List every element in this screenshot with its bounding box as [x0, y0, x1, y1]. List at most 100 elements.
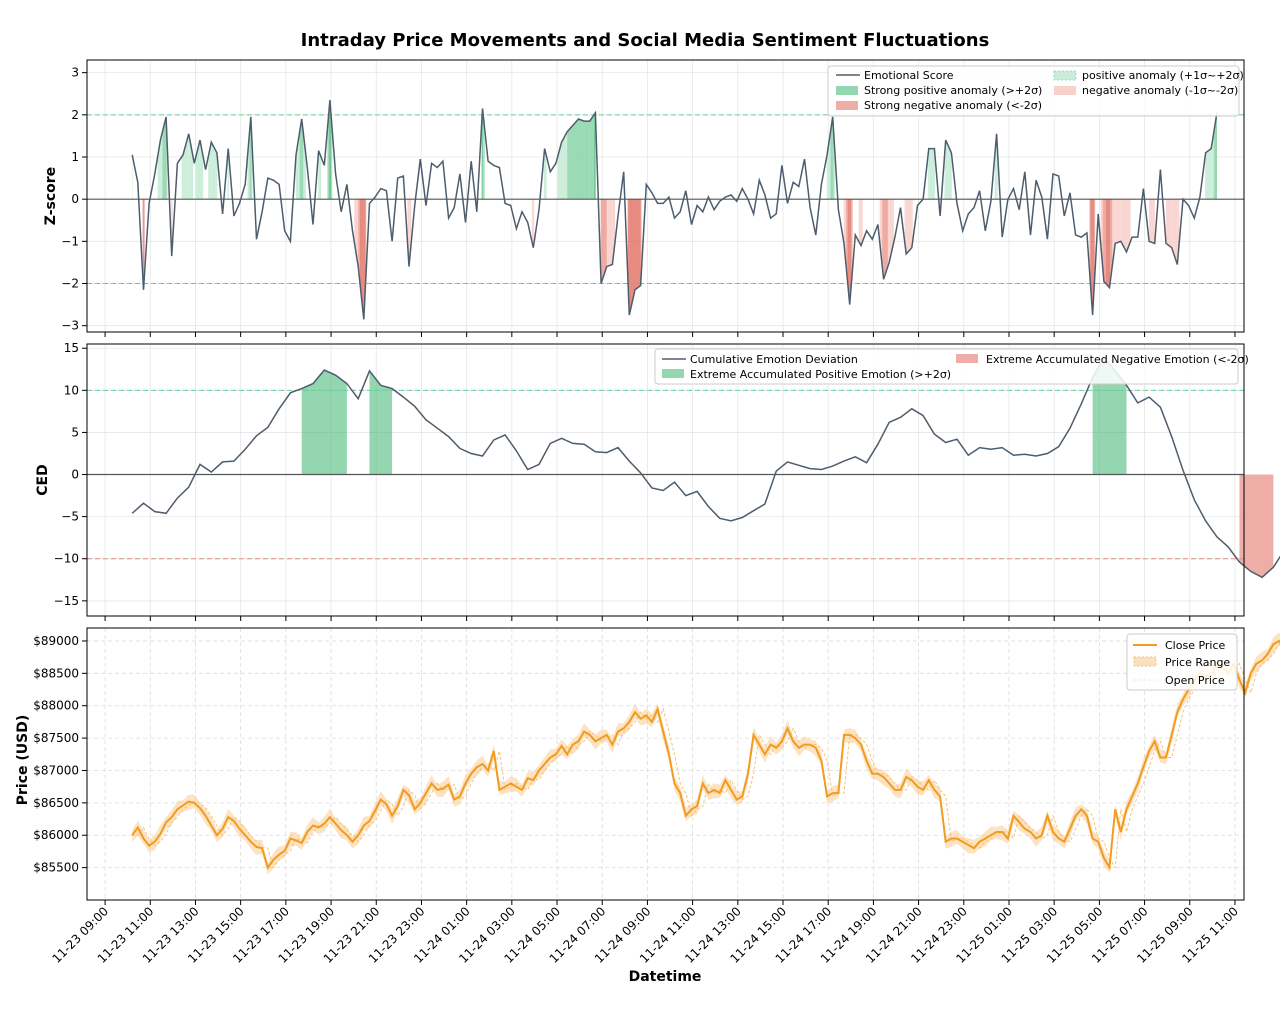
ced-reference-lines	[87, 389, 1244, 560]
strong-negative-anomaly-fill	[1109, 199, 1111, 288]
positive-anomaly-fill	[188, 133, 194, 200]
strong-negative-anomaly-fill	[847, 199, 850, 305]
price-ytick-label: $88500	[33, 666, 79, 680]
strong-positive-region-fill	[584, 121, 590, 200]
strong-positive-anomaly-fill	[329, 100, 332, 200]
negative-anomaly-fill	[1103, 199, 1106, 284]
positive-anomaly-fill	[544, 148, 547, 200]
price-gridlines	[87, 628, 1244, 900]
zscore-y-ticks: −3 −2 −1 0 1 2 3	[61, 66, 87, 333]
positive-anomaly-fill	[1205, 148, 1212, 200]
negative-anomaly-fill	[883, 199, 890, 280]
strong-positive-region-fill	[589, 112, 596, 200]
legend-label-close-price: Close Price	[1165, 639, 1226, 652]
legend-label-ced: Cumulative Emotion Deviation	[690, 353, 858, 366]
ced-line	[131, 356, 1280, 579]
legend-swatch-extreme-negative	[956, 354, 978, 363]
negative-anomaly-fill	[889, 199, 894, 263]
strong-positive-region-fill	[578, 119, 585, 200]
ced-ytick-label: 0	[71, 468, 79, 482]
strong-negative-region-fill	[629, 199, 635, 316]
legend-label-strong-positive: Strong positive anomaly (>+2σ)	[864, 84, 1042, 97]
zscore-x-tickmarks	[104, 332, 1236, 337]
strong-positive-region-fill	[301, 119, 304, 200]
price-legend: Close Price Price Range Open Price	[1126, 633, 1238, 691]
strong-positive-region-fill	[567, 125, 573, 200]
zscore-ytick-label: 3	[71, 66, 79, 80]
strong-negative-region-fill	[363, 199, 367, 320]
price-legend-box	[1126, 633, 1238, 691]
strong-negative-region-fill	[1102, 199, 1104, 282]
legend-label-positive-anomaly: positive anomaly (+1σ~+2σ)	[1082, 69, 1244, 82]
negative-anomaly-fill	[612, 199, 616, 265]
ced-x-tickmarks	[104, 616, 1236, 621]
zscore-ytick-label: −1	[61, 234, 79, 248]
ced-ytick-label: 5	[71, 425, 79, 439]
positive-anomaly-fill	[572, 119, 579, 200]
price-axes-frame	[86, 627, 1245, 901]
negative-anomaly-fill	[1171, 199, 1178, 265]
legend-swatch-positive-anomaly	[1053, 70, 1077, 81]
negative-anomaly-fill	[1149, 199, 1155, 244]
ced-extreme-fills	[301, 357, 1274, 578]
zscore-y-axis-label: Z-score	[43, 167, 59, 225]
negative-anomaly-fill	[1126, 199, 1131, 252]
ced-ytick-label: −15	[54, 594, 79, 608]
positive-anomaly-fill	[557, 142, 562, 200]
zscore-anomaly-fills	[132, 100, 1217, 320]
zscore-ytick-label: 1	[71, 150, 79, 164]
legend-swatch-strong-negative	[836, 101, 858, 110]
legend-swatch-negative-anomaly	[1054, 86, 1076, 95]
positive-anomaly-fill	[578, 119, 585, 200]
strong-negative-region-fill	[358, 199, 364, 320]
legend-swatch-extreme-positive	[662, 369, 684, 378]
ced-panel: −15 −10 −5 0 5 10 15 CED Cumulative Emotion De…	[35, 341, 1280, 621]
negative-anomaly-fill	[601, 199, 607, 284]
price-y-axis-label: Price (USD)	[15, 715, 31, 806]
strong-positive-region-fill	[572, 119, 579, 200]
negative-anomaly-fill	[409, 199, 412, 267]
positive-anomaly-fill	[211, 142, 217, 200]
negative-anomaly-fill	[358, 199, 360, 284]
price-ytick-label: $86500	[33, 796, 79, 810]
strong-negative-anomaly-fill	[634, 199, 641, 290]
legend-label-extreme-negative: Extreme Accumulated Negative Emotion (<-…	[986, 353, 1249, 366]
strong-negative-anomaly-fill	[629, 199, 635, 316]
ced-ytick-label: 10	[64, 383, 79, 397]
strong-positive-region-fill	[162, 116, 167, 200]
price-ytick-label: $86000	[33, 828, 79, 842]
ced-y-axis-label: CED	[35, 464, 51, 495]
zscore-legend: Emotional Score Strong positive anomaly …	[827, 65, 1244, 117]
negative-anomaly-fill	[1177, 199, 1180, 265]
negative-anomaly-fill	[858, 199, 861, 246]
strong-negative-region-fill	[601, 199, 607, 284]
strong-negative-region-fill	[1089, 199, 1093, 316]
positive-anomaly-fill	[584, 121, 590, 200]
strong-negative-region-fill	[846, 199, 850, 305]
strong-positive-anomaly-fill	[328, 100, 330, 200]
strong-negative-region-fill	[849, 199, 853, 305]
extreme-negative-emotion-fill	[1239, 474, 1274, 578]
positive-anomaly-fill	[296, 119, 302, 200]
strong-negative-anomaly-fill	[1105, 199, 1110, 288]
negative-anomaly-fill	[879, 199, 884, 280]
ced-legend-box	[654, 348, 1239, 385]
negative-anomaly-fill	[606, 199, 613, 267]
negative-anomaly-fill	[906, 199, 912, 254]
close-price-line	[131, 639, 1280, 871]
strong-positive-anomaly-fill	[482, 108, 484, 200]
negative-anomaly-fill	[354, 199, 359, 267]
x-axis-label: Datetime	[629, 969, 702, 985]
strong-negative-region-fill	[883, 199, 888, 280]
extreme-positive-emotion-fill	[1092, 357, 1127, 475]
ced-ytick-label: −5	[61, 510, 79, 524]
ced-ytick-label: 15	[64, 341, 79, 355]
zscore-ytick-label: 0	[71, 192, 79, 206]
strong-positive-region-fill	[830, 116, 833, 200]
strong-negative-anomaly-fill	[849, 199, 852, 305]
negative-anomaly-fill	[844, 199, 848, 284]
price-ytick-label: $85500	[33, 861, 79, 875]
strong-positive-region-fill	[1213, 112, 1217, 200]
